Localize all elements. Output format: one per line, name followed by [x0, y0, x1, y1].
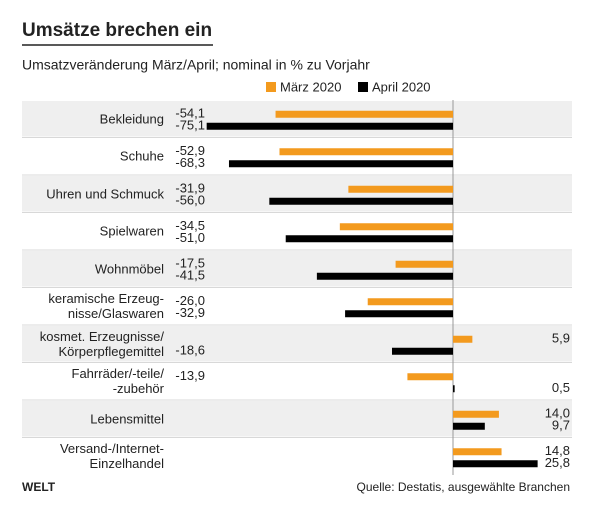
bar — [453, 448, 502, 456]
value-label: -54,1 — [175, 106, 205, 121]
bar — [285, 235, 453, 243]
bar — [453, 385, 455, 393]
value-label: 14,0 — [545, 406, 570, 421]
category-label: Bekleidung — [99, 111, 164, 127]
category-label: Schuhe — [119, 148, 164, 164]
brand: WELT — [22, 480, 56, 494]
value-label: -31,9 — [175, 181, 205, 196]
value-label: -51,0 — [175, 230, 205, 245]
row-band — [22, 101, 572, 137]
chart-subtitle: Umsatzveränderung März/April; nominal in… — [22, 57, 370, 73]
value-label: 14,8 — [545, 443, 570, 458]
legend-swatch — [266, 82, 276, 92]
value-label: 5,9 — [552, 331, 570, 346]
category-label: Spielwaren — [99, 223, 164, 239]
legend-swatch — [358, 82, 368, 92]
row-band — [22, 326, 572, 362]
value-label: -56,0 — [175, 193, 205, 208]
value-label: -26,0 — [175, 293, 205, 308]
bar — [453, 410, 499, 418]
bar — [348, 185, 453, 193]
chart-title: Umsätze brechen ein — [22, 20, 212, 41]
row-band — [22, 213, 572, 249]
row-band — [22, 176, 572, 212]
value-label: -34,5 — [175, 218, 205, 233]
value-label: -52,9 — [175, 143, 205, 158]
bar — [228, 160, 453, 168]
category-label: Lebensmittel — [90, 411, 164, 427]
row-band — [22, 251, 572, 287]
category-label: Versand-/Internet- Einzelhandel — [59, 441, 164, 472]
bar — [453, 460, 538, 468]
category-label: Wohnmöbel — [94, 261, 164, 277]
value-label: -41,5 — [175, 268, 205, 283]
category-label: Uhren und Schmuck — [46, 186, 164, 202]
category-label: Fahrräder/-teile/ -zubehör — [71, 366, 164, 397]
bar — [345, 310, 453, 318]
row-band — [22, 401, 572, 437]
bar — [391, 347, 453, 355]
bar — [453, 335, 473, 343]
bar — [279, 148, 453, 156]
category-label: kosmet. Erzeugnisse/ Körperpflegemittel — [39, 328, 164, 359]
bar — [206, 122, 453, 130]
bar — [407, 373, 453, 381]
legend-label: März 2020 — [280, 79, 341, 94]
bar — [316, 272, 453, 280]
source: Quelle: Destatis, ausgewählte Branchen — [357, 480, 570, 494]
value-label: 25,8 — [545, 455, 570, 470]
value-label: -13,9 — [175, 368, 205, 383]
value-label: -75,1 — [175, 118, 205, 133]
bar — [339, 223, 453, 231]
value-label: 9,7 — [552, 418, 570, 433]
row-band — [22, 363, 572, 399]
bar — [269, 197, 453, 205]
bar — [395, 260, 453, 268]
category-label: keramische Erzeug- nisse/Glaswaren — [48, 291, 164, 322]
row-band — [22, 288, 572, 324]
legend-label: April 2020 — [372, 79, 431, 94]
value-label: 0,5 — [552, 380, 570, 395]
value-label: -32,9 — [175, 305, 205, 320]
value-label: -17,5 — [175, 256, 205, 271]
bar — [453, 422, 485, 430]
bar — [367, 298, 453, 306]
row-band — [22, 138, 572, 174]
row-band — [22, 438, 572, 474]
value-label: -68,3 — [175, 155, 205, 170]
bar — [275, 110, 453, 118]
value-label: -18,6 — [175, 343, 205, 358]
